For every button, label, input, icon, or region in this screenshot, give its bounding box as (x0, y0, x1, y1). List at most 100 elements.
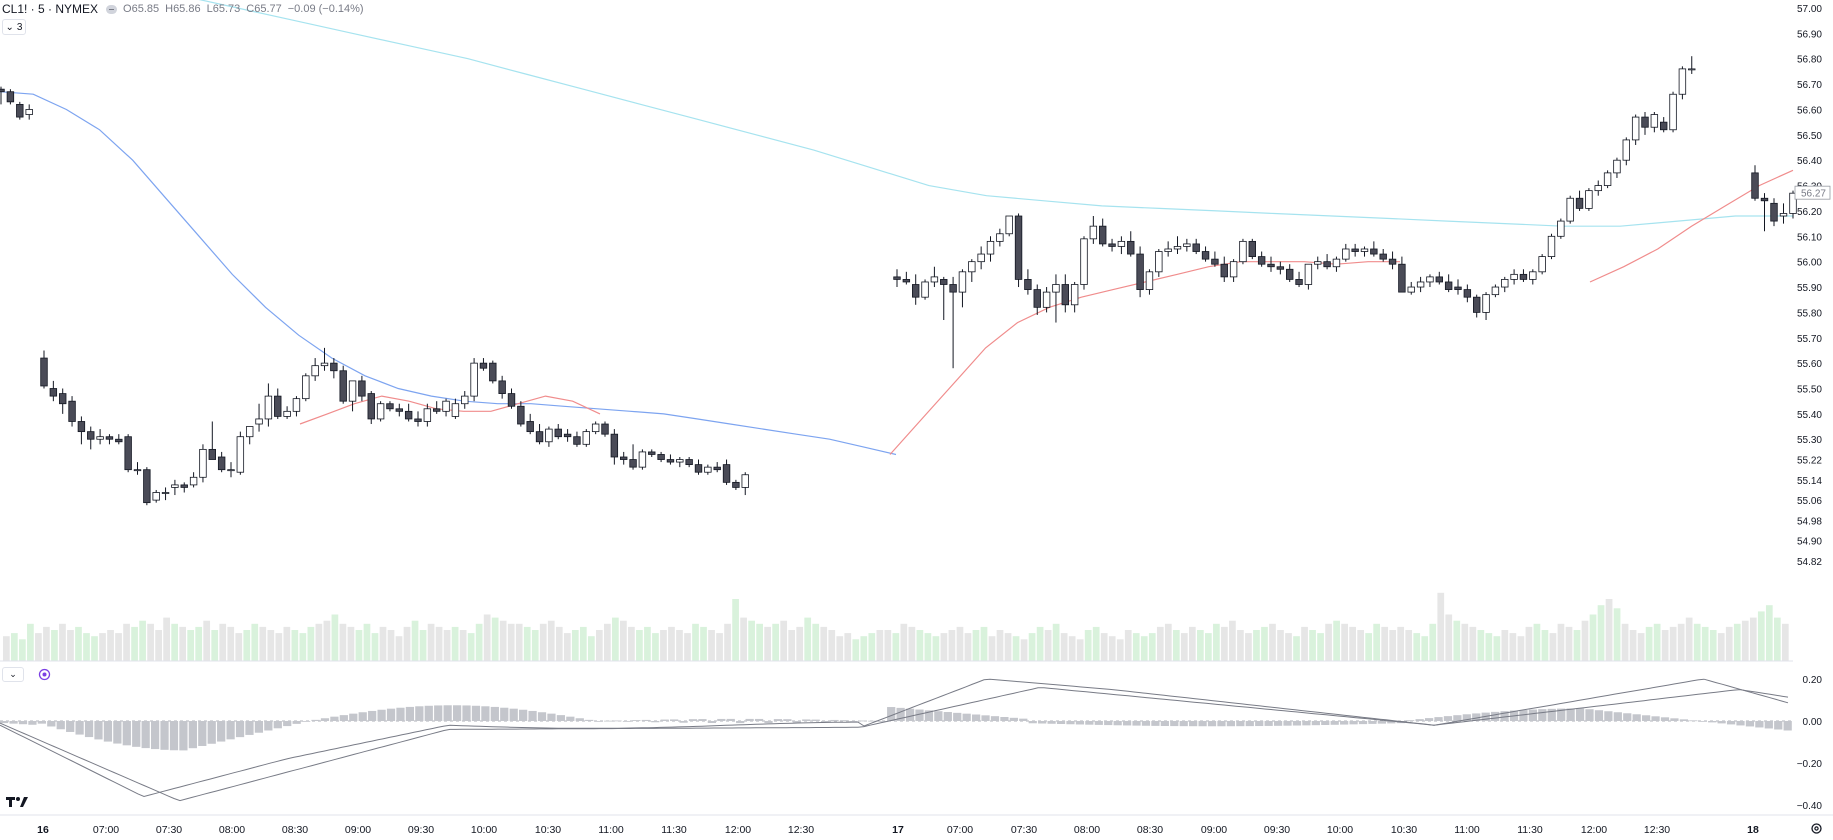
macd-histogram-bar (575, 718, 584, 721)
volume-bar (612, 617, 619, 661)
symbol-title[interactable]: CL1! · 5 · NYMEX (2, 2, 99, 16)
volume-bar (27, 623, 34, 661)
macd-histogram-bar (386, 708, 396, 721)
volume-bar (67, 630, 74, 661)
indicators-toggle-button[interactable]: ⌄ 3 (2, 19, 26, 35)
macd-histogram-bar (150, 721, 160, 750)
volume-bar (483, 614, 491, 661)
volume-bar (3, 636, 10, 661)
macd-histogram-bar (113, 721, 122, 744)
candle-down (1435, 276, 1443, 283)
macd-histogram-bar (736, 721, 745, 724)
macd-histogram-bar (934, 711, 943, 721)
macd-histogram-bar (18, 721, 28, 725)
volume-bar (1381, 626, 1389, 661)
time-axis[interactable]: 16 07:00 07:30 08:00 08:30 09:00 09:30 10:00 10:… (37, 824, 1759, 836)
volume-bar (852, 639, 860, 661)
candle-down (489, 362, 497, 382)
volume-bar (1749, 617, 1757, 661)
macd-histogram-bar (962, 713, 971, 721)
candlesticks (0, 56, 1797, 506)
ohlc-close: C65.77 (246, 3, 282, 15)
candle-up (1491, 286, 1500, 296)
volume-bar (587, 636, 595, 661)
macd-histogram-bar (122, 721, 131, 746)
macd-histogram-bar (839, 720, 849, 721)
macd-histogram-bar (84, 721, 94, 738)
candle-up (1173, 246, 1182, 250)
candle-up (921, 281, 929, 298)
candle-up (442, 400, 450, 412)
tradingview-logo[interactable] (6, 796, 30, 812)
macd-histogram-bar (349, 713, 358, 721)
macd-histogram-bar (1491, 711, 1500, 721)
volume-bar (764, 626, 771, 661)
candle-up (1603, 172, 1612, 186)
volume-bar (107, 630, 114, 661)
candle-down (685, 459, 693, 466)
volume-bar (1733, 623, 1741, 661)
candle-down (40, 357, 48, 387)
macd-tick-label: 0.00 (1803, 717, 1823, 728)
candle-down (16, 103, 24, 118)
candle-up (1482, 294, 1490, 313)
volume-bar (1773, 617, 1781, 661)
volume-bar (1253, 630, 1260, 661)
volume-bar (443, 630, 451, 661)
candle-up (1360, 248, 1369, 252)
moving-average-line (299, 395, 601, 425)
macd-histogram-bar (849, 721, 858, 722)
volume-bar (1100, 633, 1108, 661)
price-tick-label: 56.20 (1797, 207, 1822, 218)
candle-up (1594, 185, 1602, 192)
volume-bar (1405, 630, 1413, 661)
candle-down (1641, 116, 1649, 128)
price-tick-label: 55.22 (1797, 456, 1822, 467)
price-tick-label: 54.90 (1797, 537, 1822, 548)
candle-down (6, 91, 15, 103)
volume-bar (1765, 605, 1773, 661)
macd-histogram-bar (1104, 721, 1113, 726)
price-tick-label: 54.82 (1797, 557, 1822, 568)
symbol-legend[interactable]: CL1! · 5 · NYMEX O65.85 H65.86 L65.73 C6… (2, 1, 370, 17)
candle-up (1145, 271, 1154, 290)
price-axis[interactable]: 57.0056.9056.8056.7056.6056.5056.4056.30… (1794, 4, 1831, 812)
candle-up (676, 459, 684, 463)
volume-bar (475, 623, 483, 661)
volume-bar (924, 633, 932, 661)
visibility-icon[interactable] (106, 4, 118, 14)
volume-bar (812, 623, 820, 661)
macd-histogram-bar (585, 719, 594, 721)
volume-bar (51, 630, 58, 661)
candle-down (694, 464, 703, 473)
macd-pane-toggle-button[interactable]: ⌄ (2, 667, 24, 682)
sync-icon[interactable] (37, 667, 51, 681)
candle-down (1276, 266, 1285, 270)
macd-histogram-bar (1302, 721, 1311, 726)
macd-histogram-bar (1358, 721, 1368, 725)
macd-histogram-bar (1179, 721, 1188, 727)
macd-histogram-bar (698, 719, 707, 721)
candle-up (1229, 261, 1238, 278)
candle-down (1463, 289, 1472, 298)
volume-bar (932, 636, 940, 661)
candle-down (59, 393, 67, 405)
volume-bar (435, 626, 443, 661)
macd-histogram-bar (339, 715, 348, 721)
volume-bar (1012, 636, 1020, 661)
volume-bar (636, 630, 643, 661)
volume-bar (123, 623, 130, 661)
candle-up (1501, 279, 1509, 288)
macd-histogram-bar (207, 721, 216, 744)
candle-down (1370, 248, 1378, 255)
price-tick-label: 55.40 (1797, 410, 1822, 421)
candle-up (968, 261, 976, 273)
settings-icon[interactable] (1810, 822, 1823, 835)
volume-bar (563, 633, 571, 661)
volume-bar (684, 633, 691, 661)
macd-histogram-bar (28, 721, 37, 725)
macd-histogram-bar (1236, 721, 1245, 727)
macd-histogram-bar (1094, 721, 1103, 725)
